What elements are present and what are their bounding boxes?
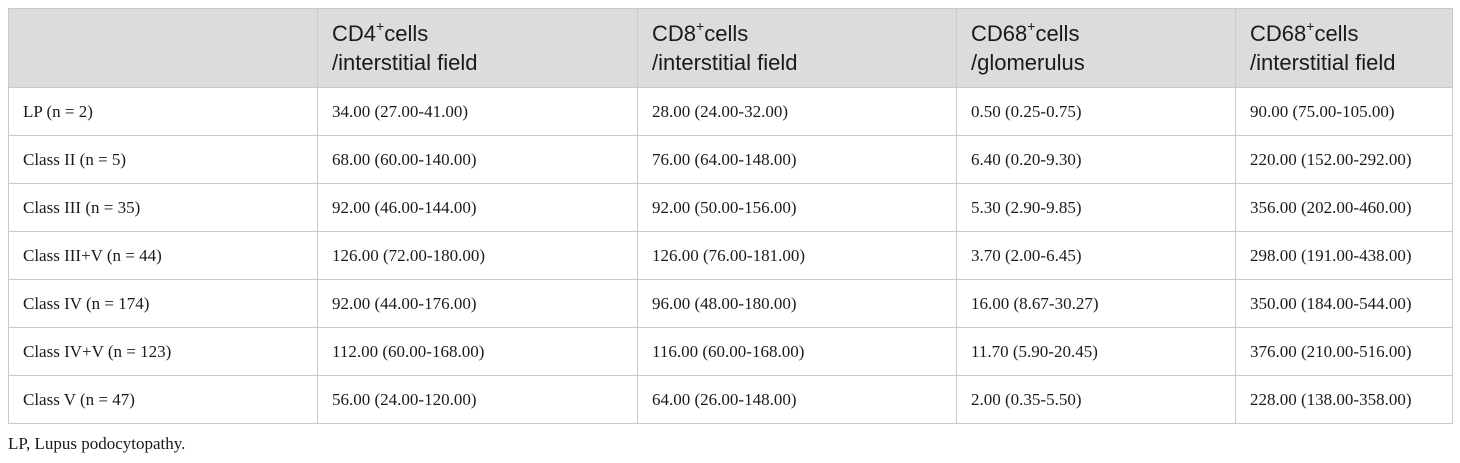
cell-value: 126.00 (76.00-181.00)	[637, 231, 957, 280]
header-cells-text: cells	[384, 21, 429, 46]
cell-value: 28.00 (24.00-32.00)	[637, 87, 957, 136]
cell-value: 56.00 (24.00-120.00)	[317, 375, 638, 424]
cell-value: 2.00 (0.35-5.50)	[956, 375, 1236, 424]
header-row: CD4+cells /interstitial field CD8+cells …	[8, 8, 1453, 88]
header-marker: CD68	[971, 21, 1028, 46]
cell-value: 112.00 (60.00-168.00)	[317, 327, 638, 376]
table-body: LP (n = 2) 34.00 (27.00-41.00) 28.00 (24…	[8, 87, 1453, 424]
row-label: Class IV+V (n = 123)	[8, 327, 318, 376]
cell-value: 6.40 (0.20-9.30)	[956, 135, 1236, 184]
table-row: Class IV+V (n = 123) 112.00 (60.00-168.0…	[8, 327, 1453, 376]
cell-value: 96.00 (48.00-180.00)	[637, 279, 957, 328]
cell-value: 92.00 (46.00-144.00)	[317, 183, 638, 232]
row-label: Class II (n = 5)	[8, 135, 318, 184]
table-row: Class V (n = 47) 56.00 (24.00-120.00) 64…	[8, 375, 1453, 424]
cell-value: 356.00 (202.00-460.00)	[1235, 183, 1453, 232]
cell-value: 16.00 (8.67-30.27)	[956, 279, 1236, 328]
cell-value: 34.00 (27.00-41.00)	[317, 87, 638, 136]
row-label: Class III+V (n = 44)	[8, 231, 318, 280]
cell-value: 92.00 (44.00-176.00)	[317, 279, 638, 328]
cell-value: 0.50 (0.25-0.75)	[956, 87, 1236, 136]
header-line1: CD8+cells	[652, 19, 942, 48]
header-cell-cd68-interstitial: CD68+cells /interstitial field	[1235, 8, 1453, 88]
cell-value: 376.00 (210.00-516.00)	[1235, 327, 1453, 376]
header-superscript: +	[1027, 17, 1036, 34]
header-marker: CD8	[652, 21, 697, 46]
cell-value: 64.00 (26.00-148.00)	[637, 375, 957, 424]
header-cell-group	[8, 8, 318, 88]
cell-value: 11.70 (5.90-20.45)	[956, 327, 1236, 376]
header-superscript: +	[1306, 17, 1315, 34]
cell-value: 220.00 (152.00-292.00)	[1235, 135, 1453, 184]
header-line2: /glomerulus	[971, 50, 1085, 75]
table-row: Class IV (n = 174) 92.00 (44.00-176.00) …	[8, 279, 1453, 328]
cell-value: 350.00 (184.00-544.00)	[1235, 279, 1453, 328]
data-table-container: CD4+cells /interstitial field CD8+cells …	[8, 8, 1453, 424]
header-cells-text: cells	[1035, 21, 1080, 46]
row-label: LP (n = 2)	[8, 87, 318, 136]
table-row: Class III (n = 35) 92.00 (46.00-144.00) …	[8, 183, 1453, 232]
header-line2: /interstitial field	[652, 50, 798, 75]
cell-value: 92.00 (50.00-156.00)	[637, 183, 957, 232]
cell-value: 298.00 (191.00-438.00)	[1235, 231, 1453, 280]
header-line2: /interstitial field	[332, 50, 478, 75]
cell-value: 76.00 (64.00-148.00)	[637, 135, 957, 184]
table-header: CD4+cells /interstitial field CD8+cells …	[8, 8, 1453, 88]
cell-value: 116.00 (60.00-168.00)	[637, 327, 957, 376]
header-marker: CD68	[1250, 21, 1307, 46]
header-line1: CD68+cells	[1250, 19, 1438, 48]
header-cell-cd8-interstitial: CD8+cells /interstitial field	[637, 8, 957, 88]
cell-value: 68.00 (60.00-140.00)	[317, 135, 638, 184]
cell-value: 228.00 (138.00-358.00)	[1235, 375, 1453, 424]
table-footnote: LP, Lupus podocytopathy.	[8, 434, 186, 453]
table-row: Class III+V (n = 44) 126.00 (72.00-180.0…	[8, 231, 1453, 280]
header-cell-cd4-interstitial: CD4+cells /interstitial field	[317, 8, 638, 88]
cell-value: 3.70 (2.00-6.45)	[956, 231, 1236, 280]
cell-value: 5.30 (2.90-9.85)	[956, 183, 1236, 232]
row-label: Class V (n = 47)	[8, 375, 318, 424]
immune-cell-table: CD4+cells /interstitial field CD8+cells …	[8, 8, 1453, 424]
row-label: Class IV (n = 174)	[8, 279, 318, 328]
header-cells-text: cells	[704, 21, 749, 46]
table-row: LP (n = 2) 34.00 (27.00-41.00) 28.00 (24…	[8, 87, 1453, 136]
row-label: Class III (n = 35)	[8, 183, 318, 232]
header-marker: CD4	[332, 21, 377, 46]
header-line1: CD68+cells	[971, 19, 1221, 48]
header-cells-text: cells	[1314, 21, 1359, 46]
header-superscript: +	[376, 17, 385, 34]
cell-value: 90.00 (75.00-105.00)	[1235, 87, 1453, 136]
header-line1: CD4+cells	[332, 19, 623, 48]
header-superscript: +	[696, 17, 705, 34]
header-line2: /interstitial field	[1250, 50, 1396, 75]
header-cell-cd68-glomerulus: CD68+cells /glomerulus	[956, 8, 1236, 88]
cell-value: 126.00 (72.00-180.00)	[317, 231, 638, 280]
table-row: Class II (n = 5) 68.00 (60.00-140.00) 76…	[8, 135, 1453, 184]
